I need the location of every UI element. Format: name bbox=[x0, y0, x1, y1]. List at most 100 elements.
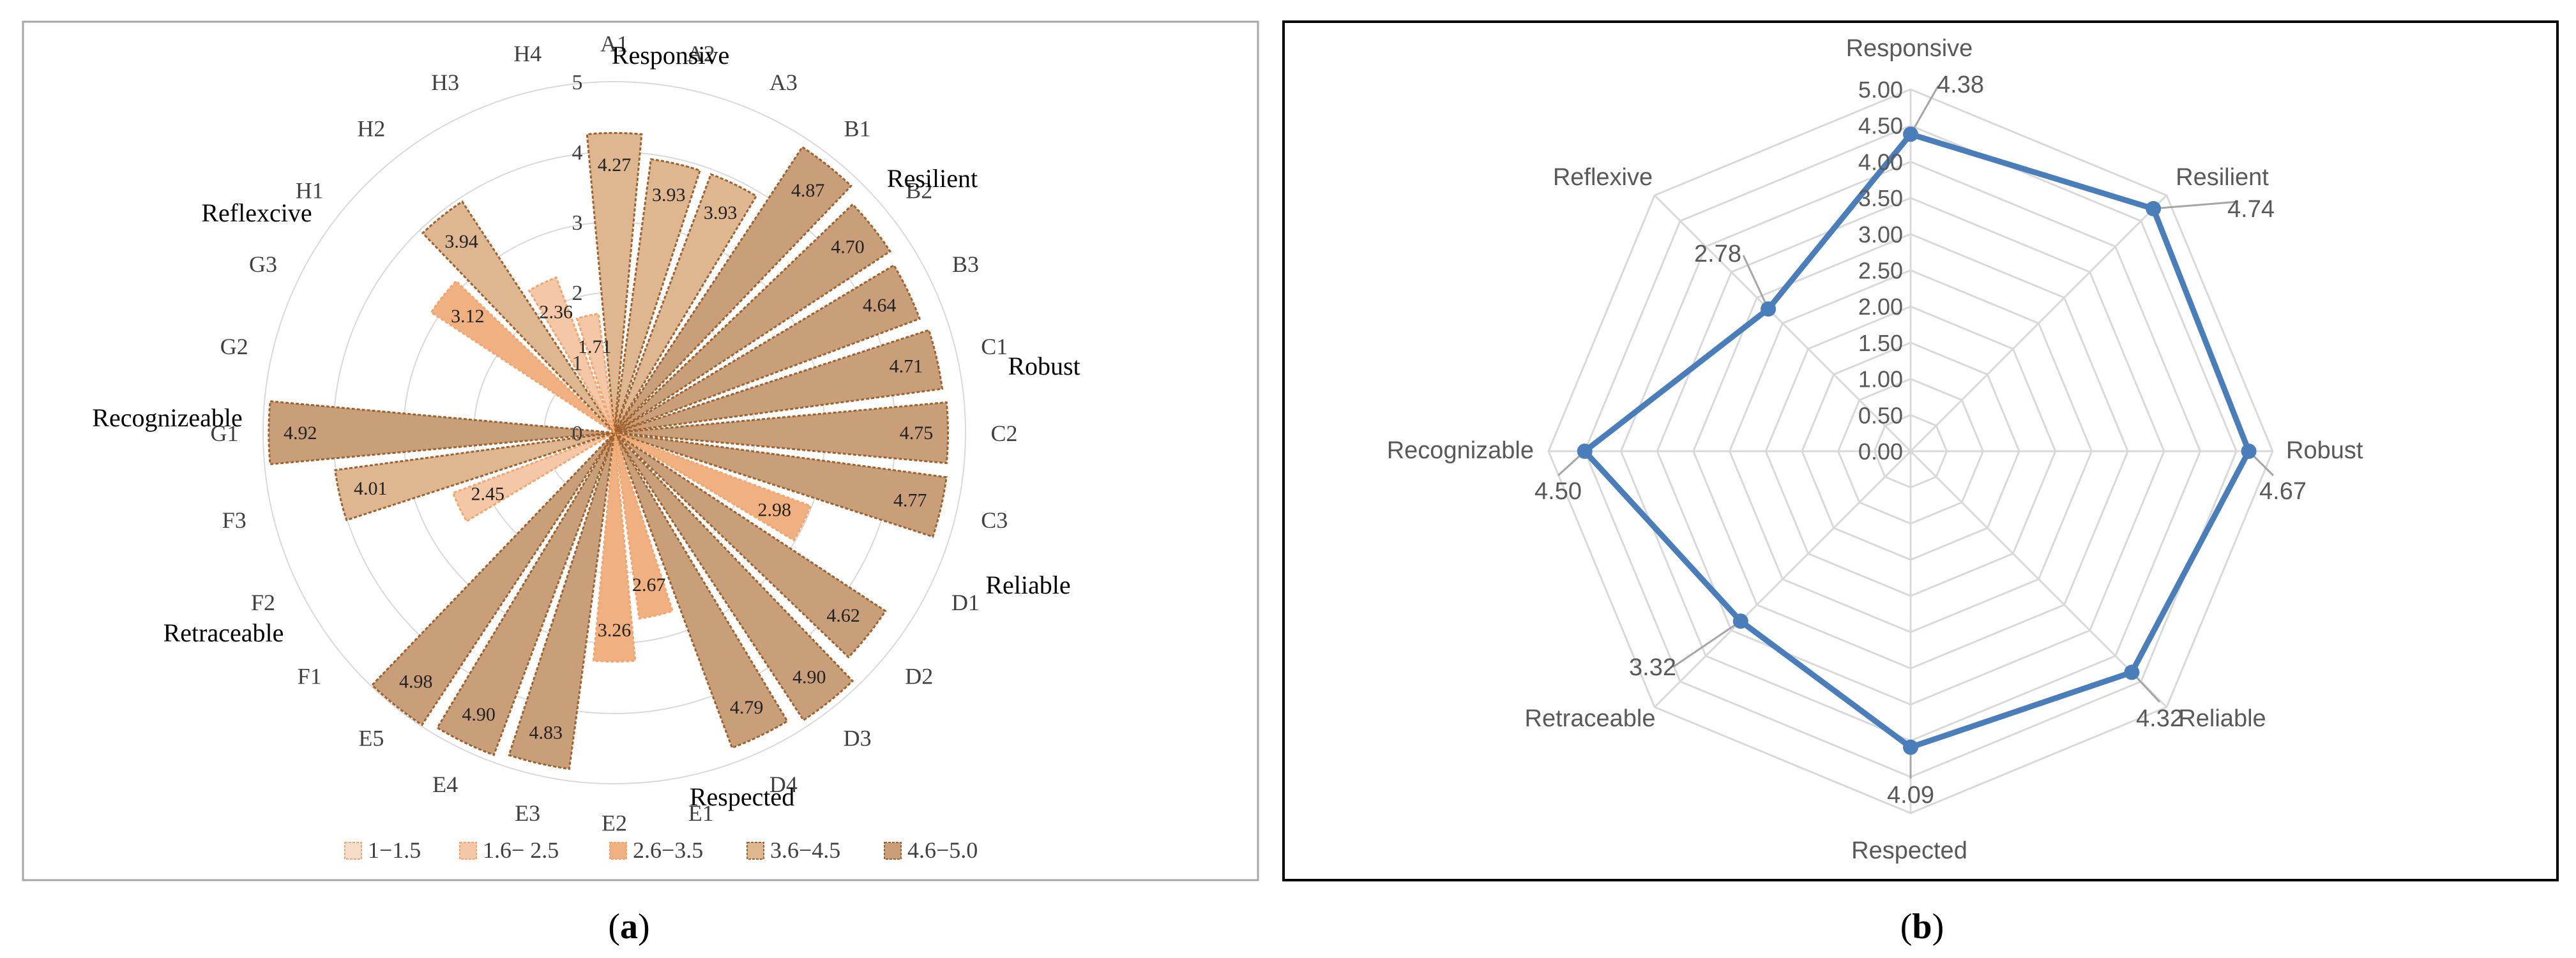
radar-value-leader bbox=[2153, 200, 2239, 210]
polar-bar-d2 bbox=[613, 431, 887, 659]
radar-point-recognizable bbox=[1577, 444, 1593, 459]
radar-point-respected bbox=[1903, 739, 1918, 755]
bar-value-label: 3.12 bbox=[451, 306, 485, 327]
radar-category-responsive: Responsive bbox=[1846, 35, 1973, 62]
polar-bar-e2 bbox=[592, 432, 637, 663]
radar-point-retraceable bbox=[1732, 613, 1748, 629]
bar-value-label: 3.94 bbox=[444, 231, 478, 252]
panel-b-radar-chart: 0.00 0.50 1.00 1.50 2.00 2.50 3.00 3.50 4.00 4.50… bbox=[1282, 20, 2559, 881]
bar-value-label: 4.27 bbox=[598, 154, 632, 176]
radar-value-label: 4.32 bbox=[2136, 705, 2183, 732]
polar-bar-b1 bbox=[613, 146, 852, 434]
caption-a-open: ( bbox=[608, 907, 620, 947]
radar-spoke bbox=[1909, 195, 2167, 453]
radial-tick-label: 3 bbox=[572, 211, 583, 235]
radar-category-resilient: Resilient bbox=[2176, 164, 2269, 191]
bar-value-label: 1.71 bbox=[578, 336, 612, 357]
category-label: F2 bbox=[251, 590, 275, 615]
polar-bar-d3 bbox=[613, 431, 854, 722]
bar-value-label: 2.67 bbox=[632, 574, 666, 595]
radar-value-label: 2.78 bbox=[1694, 241, 1741, 267]
polar-bar-g1 bbox=[268, 400, 615, 465]
radar-point-responsive bbox=[1903, 126, 1918, 142]
caption-b-letter: b bbox=[1912, 907, 1932, 947]
legend-swatch bbox=[344, 842, 362, 860]
legend-label: 1.6− 2.5 bbox=[483, 837, 559, 863]
group-label-robust: Robust bbox=[1008, 352, 1080, 380]
radar-tick-label: 4.00 bbox=[1858, 149, 1903, 175]
category-label: C1 bbox=[981, 334, 1008, 359]
polar-bar-d4 bbox=[613, 432, 789, 749]
category-label: H2 bbox=[357, 116, 385, 142]
radar-value-label: 4.67 bbox=[2259, 478, 2307, 505]
legend: 1−1.5 1.6− 2.5 2.6−3.5 3.6−4.5 4.6−5.0 bbox=[344, 837, 978, 863]
category-label: D2 bbox=[905, 664, 933, 689]
bar-value-label: 2.98 bbox=[757, 500, 791, 521]
bar-value-label: 4.98 bbox=[399, 671, 433, 692]
radar-category-reliable: Reliable bbox=[2178, 705, 2266, 732]
radar-category-respected: Respected bbox=[1851, 837, 1967, 864]
radar-tick-label: 4.50 bbox=[1858, 113, 1903, 139]
radial-tick-label: 2 bbox=[572, 281, 583, 305]
category-label: G2 bbox=[220, 334, 248, 359]
radar-tick-label: 0.00 bbox=[1858, 438, 1903, 465]
category-label: B3 bbox=[952, 251, 979, 277]
polar-bar-a2 bbox=[613, 158, 702, 433]
bar-value-label: 4.90 bbox=[462, 704, 496, 725]
radar-grid bbox=[1547, 88, 2274, 814]
polar-bar-f3 bbox=[334, 431, 615, 521]
legend-swatch bbox=[609, 842, 627, 860]
radar-tick-label: 3.00 bbox=[1858, 221, 1903, 248]
category-label: H4 bbox=[513, 41, 542, 66]
polar-bar-f2 bbox=[451, 431, 615, 523]
radial-tick-label: 4 bbox=[572, 141, 583, 165]
category-label: E1 bbox=[688, 800, 714, 826]
bar-value-label: 4.64 bbox=[863, 295, 897, 316]
category-label: B1 bbox=[844, 116, 871, 142]
radar-value-label: 4.74 bbox=[2227, 196, 2275, 223]
bar-value-label: 3.93 bbox=[704, 202, 738, 223]
caption-b-close: ) bbox=[1932, 907, 1944, 947]
radar-category-robust: Robust bbox=[2286, 437, 2363, 464]
radar-tick-label: 0.50 bbox=[1858, 402, 1903, 428]
polar-grid-ring bbox=[262, 81, 966, 784]
polar-bar-a3 bbox=[613, 173, 758, 433]
radar-point-reliable bbox=[2124, 664, 2140, 680]
radar-series bbox=[1557, 86, 2275, 779]
polar-bar-e3 bbox=[508, 432, 616, 770]
radar-tick-label: 3.50 bbox=[1858, 185, 1903, 211]
polar-bar-h4 bbox=[575, 312, 616, 433]
bar-value-label: 2.36 bbox=[540, 302, 573, 323]
bar-value-label: 4.71 bbox=[890, 356, 923, 377]
bar-value-label: 4.79 bbox=[730, 697, 764, 718]
group-label-retraceable: Retraceable bbox=[163, 618, 284, 647]
radar-tick-label: 1.50 bbox=[1858, 330, 1903, 356]
panel-a-polar-bar-chart: 0 1 2 3 4 5 4.27 A1 3.93 A2 3.93 A3 4.87 B1 4.70 B2 4.64… bbox=[22, 20, 1259, 881]
category-label: E2 bbox=[602, 811, 627, 836]
polar-bar-e1 bbox=[613, 432, 674, 620]
bar-value-label: 4.62 bbox=[826, 605, 860, 626]
caption-a: (a) bbox=[608, 907, 649, 947]
bar-value-label: 4.77 bbox=[893, 490, 927, 511]
legend-label: 2.6−3.5 bbox=[633, 837, 703, 863]
radar-category-retraceable: Retraceable bbox=[1525, 705, 1656, 732]
radar-tick-label: 2.00 bbox=[1858, 294, 1903, 320]
category-label: A2 bbox=[687, 41, 715, 66]
group-label-responsive: Responsive bbox=[612, 41, 729, 70]
category-label: C3 bbox=[981, 507, 1008, 533]
category-label: C2 bbox=[990, 421, 1017, 446]
polar-bar-a1 bbox=[586, 131, 643, 433]
legend-swatch bbox=[746, 842, 764, 860]
bar-value-label: 4.83 bbox=[529, 722, 563, 744]
category-label: H3 bbox=[431, 70, 459, 95]
legend-swatch bbox=[884, 842, 902, 860]
category-label: E3 bbox=[515, 800, 540, 826]
category-label: A3 bbox=[769, 70, 798, 95]
radar-spoke bbox=[1654, 450, 1912, 708]
category-label: D4 bbox=[769, 772, 798, 797]
group-label-respected: Respected bbox=[690, 782, 794, 811]
category-label: H1 bbox=[296, 177, 324, 203]
radar-category-recognizable: Recognizable bbox=[1387, 437, 1534, 464]
group-label-recognizeable: Recognizeable bbox=[92, 403, 242, 432]
